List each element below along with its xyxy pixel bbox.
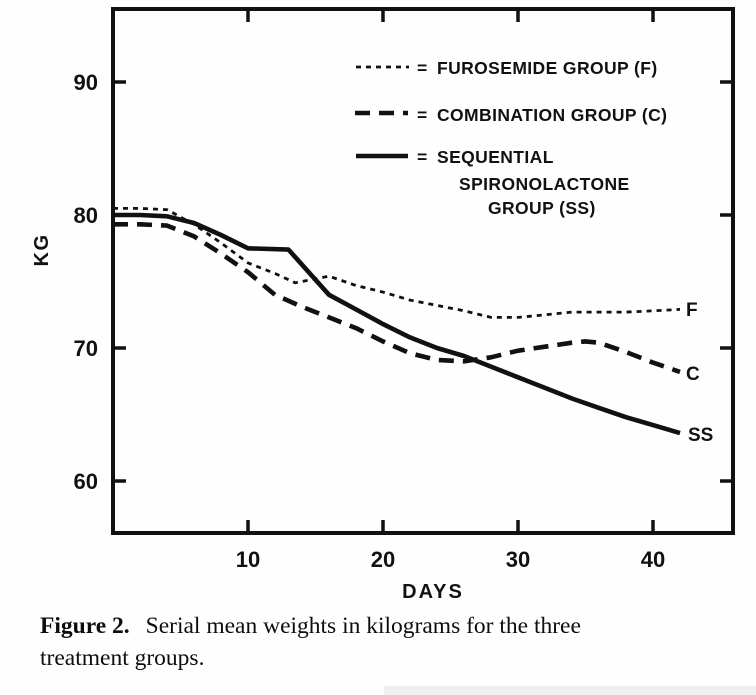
y-tick-label-70: 70 xyxy=(74,336,98,361)
x-tick-labels: 10 20 30 40 xyxy=(236,547,665,572)
end-label-ss: SS xyxy=(688,425,713,446)
chart-legend: = FUROSEMIDE GROUP (F) = COMBINATION GRO… xyxy=(355,58,667,218)
legend-label-sequential-line1: SEQUENTIAL xyxy=(437,147,554,167)
figure-caption-text-line2: treatment groups. xyxy=(40,645,205,671)
plot-frame xyxy=(111,7,735,535)
series-end-labels: F C SS xyxy=(686,300,713,446)
y-tick-label-80: 80 xyxy=(74,203,98,228)
end-label-f: F xyxy=(686,300,698,321)
axis-ticks xyxy=(113,9,733,533)
series-line-ss xyxy=(113,212,681,436)
legend-equals-furosemide: = xyxy=(417,58,428,78)
x-tick-label-30: 30 xyxy=(506,547,530,572)
y-tick-labels: 90 80 70 60 xyxy=(74,70,98,494)
x-axis-title: DAYS xyxy=(402,581,464,603)
y-tick-label-90: 90 xyxy=(74,70,98,95)
x-tick-label-20: 20 xyxy=(371,547,395,572)
figure-caption: Figure 2. Serial mean weights in kilogram… xyxy=(40,610,746,674)
legend-label-sequential-line2: SPIRONOLACTONE xyxy=(459,174,630,194)
plot-series xyxy=(113,207,681,436)
x-tick-label-10: 10 xyxy=(236,547,260,572)
legend-equals-combination: = xyxy=(417,105,428,125)
x-tick-label-40: 40 xyxy=(641,547,665,572)
legend-label-sequential-line3: GROUP (SS) xyxy=(488,198,596,218)
series-line-c xyxy=(113,222,681,375)
figure-caption-label: Figure 2. xyxy=(40,613,130,639)
legend-equals-sequential: = xyxy=(417,147,428,167)
y-axis-title: KG xyxy=(31,234,53,267)
weight-line-chart: 90 80 70 60 10 20 30 40 KG DAYS = FUROSE… xyxy=(31,7,735,603)
end-label-c: C xyxy=(686,364,700,385)
plot-border xyxy=(111,7,735,535)
page-bottom-scan-band xyxy=(384,686,756,695)
legend-label-furosemide: FUROSEMIDE GROUP (F) xyxy=(437,58,658,78)
figure-caption-text-line1: Serial mean weights in kilograms for the… xyxy=(145,613,581,639)
series-line-f xyxy=(113,207,681,319)
legend-label-combination: COMBINATION GROUP (C) xyxy=(437,105,667,125)
y-tick-label-60: 60 xyxy=(74,469,98,494)
